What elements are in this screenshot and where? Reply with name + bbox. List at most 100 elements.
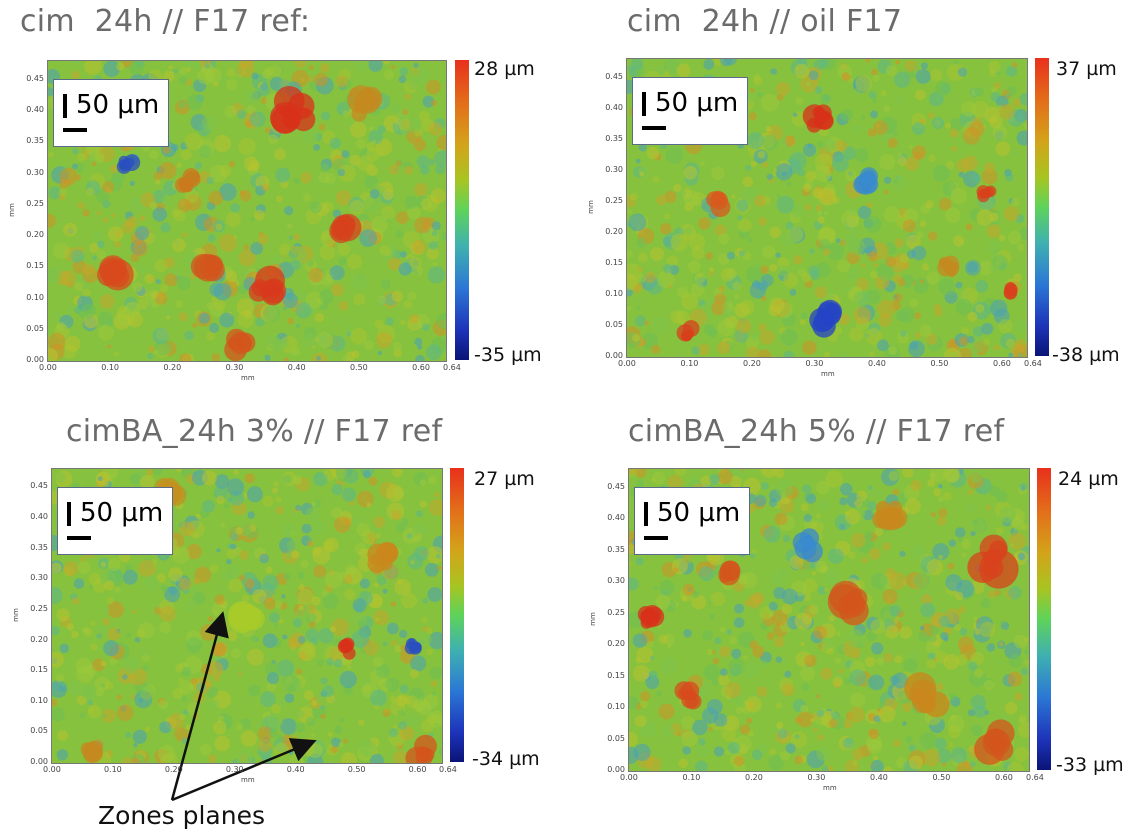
- x-tick-label: 0.50: [347, 765, 366, 774]
- x-tick-label: 0.40: [287, 363, 306, 372]
- x-tick-label: 0.20: [163, 363, 182, 372]
- x-tick-label: 0.10: [682, 773, 701, 782]
- x-tick-label: 0.40: [286, 765, 305, 774]
- scale-bar-label: 50 µm: [657, 498, 741, 528]
- x-tick-label: 0.64: [1024, 359, 1042, 368]
- colorbar-min-label: -38 µm: [1052, 344, 1120, 366]
- y-tick-label: 0.45: [605, 71, 623, 81]
- y-tick-label: 0.30: [26, 167, 44, 177]
- surface-height-map: 50 µm: [628, 468, 1030, 772]
- y-tick-label: 0.30: [30, 573, 48, 583]
- y-tick-label: 0.00: [26, 355, 44, 364]
- colorbar: [455, 60, 469, 360]
- scale-bar-horizontal: [63, 128, 87, 132]
- x-tick-label: 0.30: [225, 363, 244, 372]
- scale-bar-horizontal: [642, 126, 666, 130]
- x-tick-label: 0.00: [39, 363, 57, 372]
- x-tick-label: 0.00: [43, 765, 61, 774]
- x-tick-label: 0.60: [408, 765, 427, 774]
- y-tick-label: 0.05: [605, 319, 623, 329]
- x-tick-label: 0.40: [868, 359, 886, 368]
- x-tick-label: 0.40: [870, 773, 888, 782]
- y-tick-label: 0.40: [605, 102, 623, 112]
- y-tick-label: 0.15: [26, 261, 44, 271]
- x-tick-label: 0.30: [805, 359, 824, 368]
- y-tick-label: 0.35: [605, 133, 623, 143]
- y-tick-label: 0.00: [30, 757, 48, 766]
- x-tick-label: 0.10: [103, 765, 122, 774]
- y-tick-label: 0.25: [605, 195, 623, 205]
- panel-title: cimBA_24h 5% // F17 ref: [628, 414, 1005, 449]
- x-axis-unit: mm: [241, 374, 255, 382]
- panel-title: cim 24h // oil F17: [627, 4, 903, 39]
- x-tick-label: 0.30: [225, 765, 244, 774]
- x-tick-label: 0.60: [412, 363, 430, 372]
- annotation-label: Zones planes: [98, 801, 266, 830]
- y-tick-label: 0.45: [607, 481, 625, 491]
- scale-bar-horizontal: [67, 536, 91, 540]
- x-tick-label: 0.00: [618, 359, 636, 368]
- y-tick-label: 0.20: [607, 639, 625, 649]
- scale-bar-vertical: [642, 92, 646, 116]
- y-tick-label: 0.25: [607, 607, 625, 617]
- colorbar-min-label: -35 µm: [474, 344, 542, 366]
- surface-height-map: 50 µm: [626, 58, 1028, 358]
- scale-bar-label: 50 µm: [655, 88, 739, 118]
- x-tick-label: 0.50: [349, 363, 368, 372]
- surface-height-map: 50 µm: [51, 468, 443, 764]
- x-tick-label: 0.20: [164, 765, 183, 774]
- y-axis-unit: mm: [7, 203, 16, 217]
- x-tick-label: 0.60: [993, 359, 1011, 368]
- y-tick-label: 0.25: [30, 603, 48, 613]
- colorbar-min-label: -34 µm: [472, 748, 540, 770]
- y-axis-unit: mm: [586, 200, 595, 214]
- colorbar: [450, 468, 464, 762]
- y-tick-label: 0.20: [605, 226, 623, 236]
- x-tick-label: 0.20: [745, 773, 763, 782]
- colorbar: [1037, 468, 1051, 770]
- colorbar-max-label: 28 µm: [474, 58, 535, 80]
- x-tick-label: 0.50: [930, 359, 949, 368]
- surface-texture: [48, 61, 446, 361]
- x-tick-label: 0.10: [680, 359, 699, 368]
- x-axis-unit: mm: [241, 776, 255, 784]
- y-tick-label: 0.40: [26, 105, 44, 114]
- scale-bar-vertical: [644, 502, 648, 526]
- colorbar-min-label: -33 µm: [1056, 754, 1124, 776]
- scale-bar-box: 50 µm: [632, 77, 748, 145]
- y-tick-label: 0.40: [30, 512, 48, 521]
- colorbar-max-label: 27 µm: [474, 468, 535, 490]
- x-tick-label: 0.10: [101, 363, 119, 372]
- surface-height-map: 50 µm: [47, 60, 447, 362]
- colorbar-max-label: 24 µm: [1058, 468, 1119, 490]
- y-tick-label: 0.15: [30, 665, 48, 675]
- y-tick-label: 0.40: [607, 513, 625, 523]
- y-tick-label: 0.35: [26, 136, 44, 146]
- y-tick-label: 0.15: [605, 257, 623, 267]
- x-tick-label: 0.50: [932, 773, 951, 782]
- scale-bar-label: 50 µm: [80, 498, 164, 528]
- y-tick-label: 0.10: [26, 292, 44, 302]
- x-tick-label: 0.30: [807, 773, 826, 782]
- scale-bar-box: 50 µm: [53, 79, 169, 147]
- y-tick-label: 0.05: [26, 323, 44, 333]
- y-axis-unit: mm: [588, 612, 597, 626]
- scale-bar-label: 50 µm: [76, 90, 160, 120]
- y-tick-label: 0.15: [607, 670, 625, 680]
- y-tick-label: 0.35: [607, 544, 625, 554]
- y-tick-label: 0.25: [26, 198, 44, 208]
- y-tick-label: 0.30: [605, 164, 623, 174]
- y-tick-label: 0.20: [26, 230, 44, 239]
- y-tick-label: 0.05: [607, 733, 625, 743]
- x-axis-unit: mm: [821, 370, 835, 378]
- x-tick-label: 0.20: [743, 359, 761, 368]
- x-axis-unit: mm: [823, 784, 837, 792]
- scale-bar-vertical: [67, 502, 71, 526]
- y-tick-label: 0.10: [605, 288, 623, 298]
- y-tick-label: 0.10: [30, 695, 48, 705]
- colorbar-max-label: 37 µm: [1056, 58, 1117, 80]
- panel-title: cimBA_24h 3% // F17 ref: [66, 414, 443, 449]
- panel-title: cim 24h // F17 ref:: [20, 4, 311, 39]
- x-tick-label: 0.60: [995, 773, 1013, 782]
- scale-bar-horizontal: [644, 536, 668, 540]
